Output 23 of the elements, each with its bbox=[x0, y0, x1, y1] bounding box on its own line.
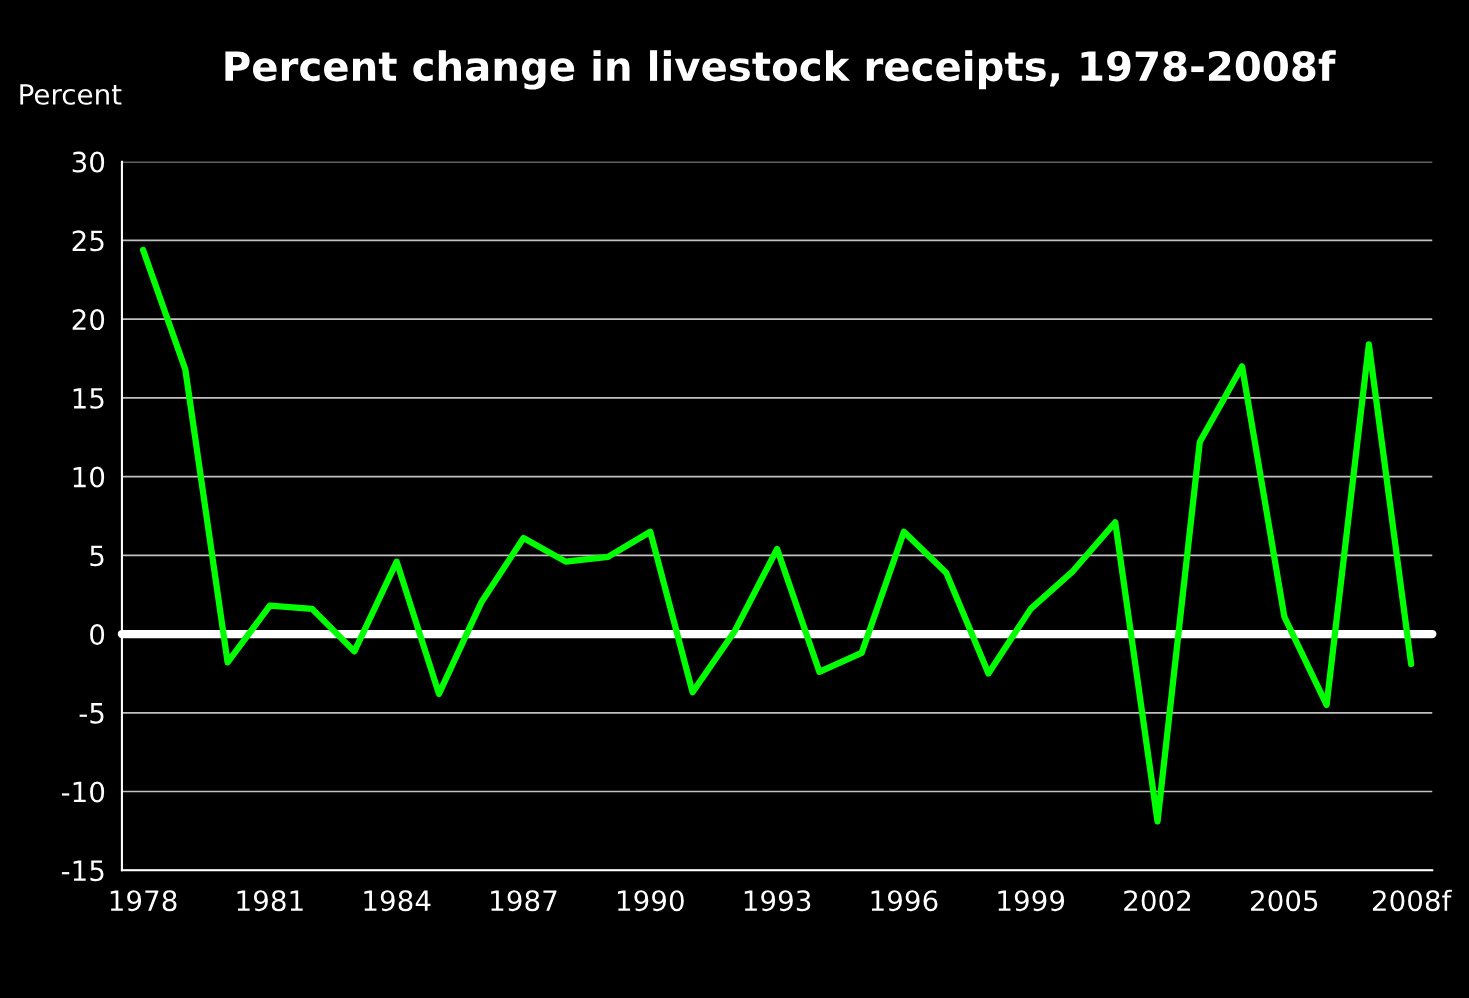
y-tick-label: -5 bbox=[79, 703, 104, 724]
y-tick-label: 20 bbox=[72, 309, 105, 331]
x-tick-label: 1978 bbox=[110, 890, 177, 912]
x-tick-label: 2002 bbox=[1124, 890, 1191, 912]
y-tick-label: 25 bbox=[72, 230, 104, 252]
x-tick-label: 2008f bbox=[1372, 889, 1452, 912]
y-tick-label: 10 bbox=[73, 466, 105, 488]
y-tick-label: 0 bbox=[90, 624, 105, 646]
x-tick-label: 1981 bbox=[237, 890, 303, 912]
x-tick-label: 1996 bbox=[871, 890, 938, 912]
y-axis-title: Percent bbox=[20, 84, 122, 105]
y-tick-label: -10 bbox=[61, 781, 105, 803]
x-tick-label: 1990 bbox=[618, 890, 684, 912]
y-tick-label: -15 bbox=[61, 860, 104, 882]
chart-title: Percent change in livestock receipts, 1978-2008f bbox=[225, 50, 1336, 90]
y-tick-label: 15 bbox=[73, 388, 104, 409]
y-tick-label: 5 bbox=[90, 545, 104, 567]
x-tick-label: 2005 bbox=[1251, 890, 1318, 912]
x-tick-label: 1993 bbox=[744, 890, 811, 912]
x-tick-label: 1999 bbox=[998, 890, 1065, 912]
y-tick-label: 30 bbox=[72, 151, 105, 173]
x-tick-label: 1984 bbox=[364, 890, 431, 912]
x-tick-label: 1987 bbox=[491, 890, 557, 912]
